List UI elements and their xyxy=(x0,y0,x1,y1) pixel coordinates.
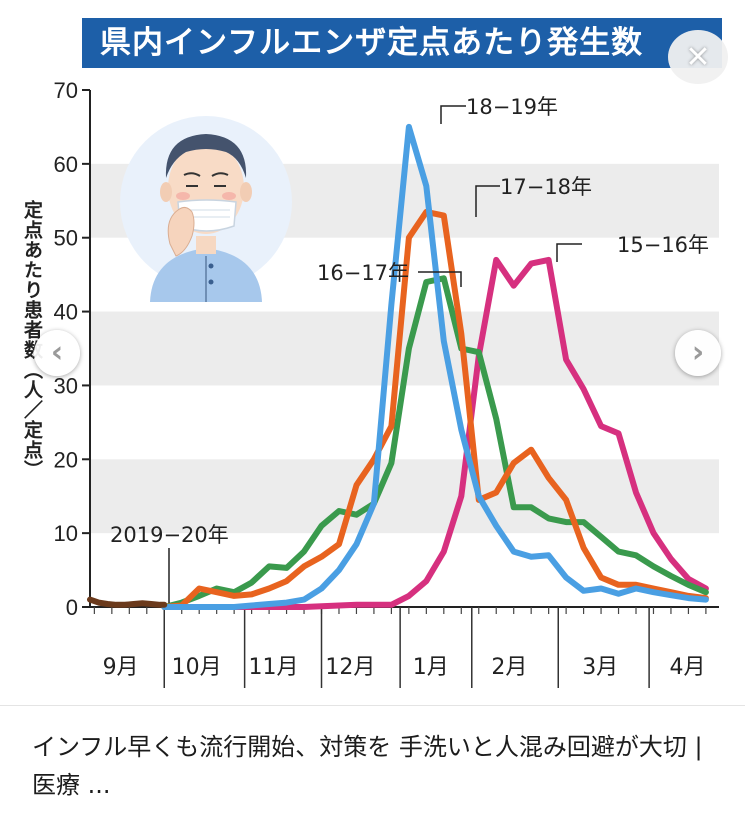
close-button[interactable]: ✕ xyxy=(668,30,728,84)
series-label-1: 15−16年 xyxy=(617,233,709,257)
sick-person-illustration xyxy=(120,116,292,302)
x-month-label: 12月 xyxy=(325,655,375,680)
x-month-label: 1月 xyxy=(413,655,449,680)
y-tick-label: 0 xyxy=(66,595,78,620)
y-tick-label: 60 xyxy=(54,152,78,177)
series-label-leader xyxy=(475,185,500,217)
series-line-4 xyxy=(161,123,709,610)
chart-title: 県内インフルエンザ定点あたり発生数 xyxy=(82,18,722,68)
y-tick-label: 40 xyxy=(54,300,78,325)
series-label-leader xyxy=(418,271,462,287)
x-month-label: 2月 xyxy=(491,655,527,680)
image-caption-link[interactable]: インフル早くも流行開始、対策を 手洗いと人混み回避が大切 | 医療 ... xyxy=(32,733,703,799)
divider xyxy=(0,705,745,706)
series-labels: 15−16年 16−17年 17−18年 18−19年 2019−20年 xyxy=(110,95,709,603)
y-tick-label: 30 xyxy=(54,373,78,398)
line-chart: 0 10 20 30 40 50 60 70 9月 10月 11月 12月 1月 2月 3月 4月 15−16… xyxy=(54,78,719,688)
x-month-label: 10月 xyxy=(172,655,222,680)
axes: 0 10 20 30 40 50 60 70 9月 10月 11月 12月 1月 2月 3月 4月 xyxy=(54,78,719,688)
prev-image-button[interactable]: ‹ xyxy=(34,330,80,376)
y-tick-label: 50 xyxy=(54,226,78,251)
y-axis-label: 定点あたり患者数（人／定点） xyxy=(21,200,43,480)
series-label-3: 17−18年 xyxy=(500,175,592,199)
series-line-5 xyxy=(87,596,168,608)
series-label-4: 18−19年 xyxy=(466,95,558,119)
grid-band-0 xyxy=(90,459,719,534)
y-tick-label: 10 xyxy=(54,521,78,546)
series-label-leader xyxy=(440,105,466,124)
x-month-label: 9月 xyxy=(103,655,139,680)
series-label-5: 2019−20年 xyxy=(110,523,229,547)
x-month-label: 11月 xyxy=(248,655,298,680)
next-image-button[interactable]: › xyxy=(675,330,721,376)
chart-card: 県内インフルエンザ定点あたり発生数 ✕ 0 10 20 30 40 50 60 70 9月 10月… xyxy=(21,18,728,688)
y-tick-label: 20 xyxy=(54,447,78,472)
y-tick-label: 70 xyxy=(54,78,78,103)
series-label-2: 16−17年 xyxy=(317,261,409,285)
series-lines xyxy=(87,123,709,610)
series-line-3 xyxy=(161,208,709,610)
x-month-label: 4月 xyxy=(670,655,706,680)
x-month-label: 3月 xyxy=(582,655,618,680)
series-label-leader xyxy=(556,243,582,262)
